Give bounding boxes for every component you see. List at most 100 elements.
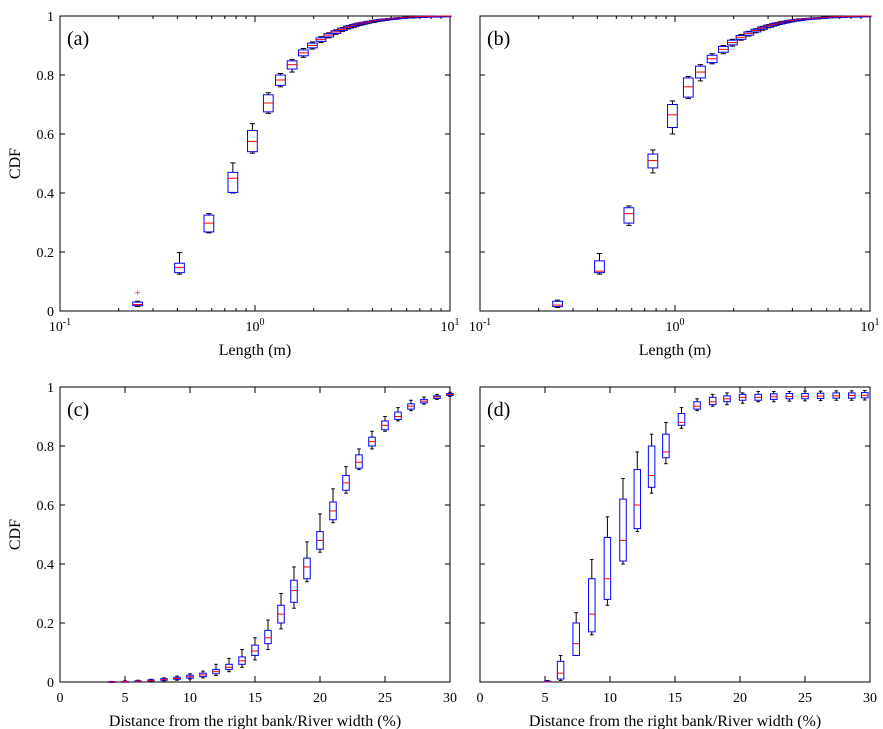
- x-axis-label: Length (m): [219, 342, 291, 359]
- box-plot: [275, 73, 286, 88]
- x-axis-label: Distance from the right bank/River width…: [529, 713, 821, 729]
- box-plot: [342, 466, 350, 494]
- iqr-box: [647, 445, 656, 488]
- box-plot: [708, 393, 717, 407]
- iqr-box: [693, 401, 701, 410]
- x-tick-label: 100: [666, 317, 685, 335]
- x-tick-label: 25: [798, 691, 812, 706]
- box-plot: [543, 680, 552, 683]
- box-plot: [693, 398, 701, 412]
- x-tick-label: 10-1: [469, 317, 491, 335]
- y-tick-label: 0.4: [37, 187, 55, 202]
- x-tick-base: 10: [469, 320, 483, 335]
- iqr-box: [251, 644, 259, 656]
- box-plot: [832, 390, 840, 401]
- iqr-box: [682, 77, 694, 98]
- box-plot: [315, 36, 327, 44]
- box-plot: [623, 205, 635, 226]
- box-plot: [264, 619, 272, 651]
- iqr-box: [603, 536, 612, 600]
- box-plot: [717, 45, 729, 55]
- box-plot: [173, 675, 181, 681]
- box-plot: [303, 541, 311, 583]
- x-tick-exponent: 0: [260, 317, 265, 328]
- iqr-box: [394, 411, 402, 420]
- x-tick-label: 20: [733, 691, 747, 706]
- iqr-box: [227, 171, 239, 193]
- iqr-box: [667, 104, 678, 129]
- box-plot: [754, 390, 762, 403]
- iqr-box: [552, 300, 563, 308]
- iqr-box: [623, 207, 635, 224]
- box-plot: [662, 421, 670, 465]
- box-plot: [848, 390, 856, 401]
- iqr-box: [132, 301, 143, 307]
- iqr-box: [303, 557, 311, 580]
- iqr-box: [355, 454, 363, 469]
- box-plot: [785, 390, 794, 402]
- iqr-box: [633, 469, 642, 530]
- iqr-box: [556, 660, 565, 680]
- box-plot: [667, 100, 678, 135]
- box-plot: [329, 488, 337, 524]
- panel-label: (b): [487, 28, 510, 50]
- box-plot: [603, 516, 612, 606]
- box-plot: [381, 416, 389, 432]
- x-tick-base: 10: [861, 320, 875, 335]
- box-plot: [433, 393, 441, 400]
- x-tick-label: 101: [861, 317, 880, 335]
- box-plot: [121, 680, 129, 683]
- y-tick-label: 0.4: [37, 558, 55, 573]
- box-plot: [723, 392, 731, 406]
- box-plot: [727, 38, 738, 47]
- y-tick-label: 0: [47, 676, 54, 691]
- box-plot: [297, 47, 309, 58]
- panel-d: 0 5 10 15 20 25 30 Distance from the right bank…: [477, 386, 877, 729]
- x-tick-base: 10: [49, 320, 63, 335]
- outlier-marker: +: [134, 287, 140, 299]
- iqr-box: [677, 413, 686, 426]
- x-axis-label: Distance from the right bank/River width…: [109, 713, 401, 729]
- iqr-box: [588, 578, 596, 633]
- box-plot: [247, 123, 258, 154]
- box-plot: [682, 75, 694, 100]
- box-plot: [770, 390, 778, 403]
- box-plot: [801, 390, 809, 402]
- panel-label: (c): [67, 399, 89, 421]
- iqr-box: [290, 579, 298, 603]
- x-tick-label: 30: [863, 691, 877, 706]
- y-axis-label: CDF: [7, 519, 24, 550]
- box-plot: [108, 680, 116, 684]
- box-plot: [706, 53, 718, 65]
- x-tick-exponent: 0: [680, 317, 685, 328]
- x-tick-label: 0: [57, 691, 64, 706]
- x-tick-base: 10: [441, 320, 455, 335]
- iqr-box: [662, 433, 670, 459]
- box-plot: [588, 559, 596, 636]
- box-plot: [199, 670, 207, 679]
- box-plot: [225, 657, 233, 673]
- x-tick-exponent: -1: [483, 317, 491, 328]
- iqr-box: [619, 498, 627, 562]
- box-plot: [440, 15, 452, 18]
- box-plot: [695, 64, 706, 82]
- box-plot: [394, 407, 402, 422]
- box-plot: [816, 390, 825, 402]
- box-plot: [290, 566, 298, 609]
- y-tick-label: 0.2: [37, 617, 55, 632]
- plot-frame: [479, 386, 871, 683]
- x-tick-label: 0: [477, 691, 484, 706]
- box-plot: [262, 92, 274, 114]
- panel-label: (d): [487, 399, 510, 421]
- x-axis-label: Length (m): [639, 342, 711, 359]
- x-tick-label: 5: [122, 691, 129, 706]
- x-tick-base: 10: [666, 320, 680, 335]
- box-plot: [307, 41, 318, 50]
- box-plot: [647, 433, 656, 494]
- iqr-box: [174, 262, 185, 274]
- box-plot: [556, 654, 565, 682]
- box-plot: [212, 663, 220, 677]
- y-tick-label: 0.2: [37, 246, 55, 261]
- box-plot: [735, 34, 747, 41]
